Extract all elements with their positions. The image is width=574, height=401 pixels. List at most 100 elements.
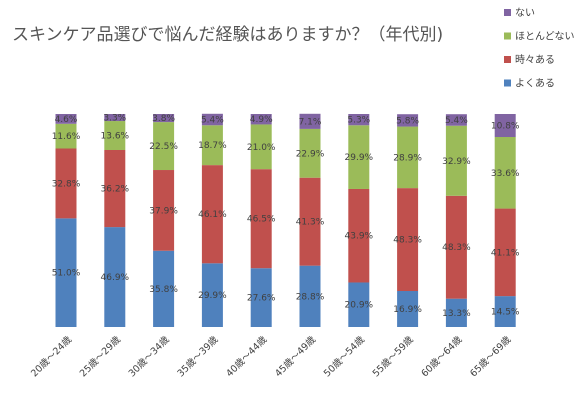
data-label: 32.9% bbox=[442, 157, 471, 167]
data-label: 27.6% bbox=[247, 294, 276, 304]
data-label: 48.3% bbox=[393, 236, 422, 246]
data-label: 41.1% bbox=[491, 248, 520, 258]
legend-label: ない bbox=[515, 7, 535, 19]
category-label: 55歳～59歳 bbox=[370, 333, 416, 379]
bar-column: 14.5% 41.1% 33.6% 10.8% bbox=[491, 114, 520, 327]
data-label: 14.5% bbox=[491, 308, 520, 318]
data-label: 35.8% bbox=[149, 285, 178, 295]
chart-title: スキンケア品選びで悩んだ経験はありますか？（年代別) bbox=[12, 25, 443, 45]
category-label: 30歳～34歳 bbox=[126, 333, 172, 379]
data-label: 28.8% bbox=[296, 292, 325, 302]
bar-segment bbox=[445, 114, 467, 126]
bar-segment bbox=[348, 188, 370, 283]
bar-segment bbox=[55, 123, 77, 149]
bar-segment bbox=[445, 125, 467, 196]
data-label: 46.5% bbox=[247, 215, 276, 225]
bar-segment bbox=[55, 148, 77, 219]
category-label: 25歳～29歳 bbox=[77, 333, 123, 379]
bar-segment bbox=[201, 113, 223, 126]
bar-segment bbox=[348, 114, 370, 126]
data-label: 28.9% bbox=[393, 153, 422, 163]
bar-segment bbox=[397, 188, 419, 292]
data-label: 3.8% bbox=[152, 114, 175, 124]
bar-segment bbox=[55, 114, 77, 124]
data-label: 22.5% bbox=[149, 142, 178, 152]
data-label: 5.4% bbox=[201, 116, 224, 126]
bar-segment bbox=[153, 114, 175, 123]
category-label: 50歳～54歳 bbox=[321, 333, 367, 379]
bar-column: 27.6% 46.5% 21.0% 4.9% bbox=[247, 114, 276, 327]
data-label: 43.9% bbox=[345, 232, 374, 242]
bar-segment bbox=[153, 122, 175, 171]
data-label: 10.8% bbox=[491, 122, 520, 132]
legend-item: ほとんどない bbox=[504, 31, 574, 43]
bar-segment bbox=[445, 195, 467, 299]
data-label: 13.3% bbox=[442, 309, 471, 319]
bar-segment bbox=[299, 177, 321, 266]
bar-segment bbox=[299, 113, 321, 129]
data-label: 29.9% bbox=[345, 153, 374, 163]
category-label: 40歳～44歳 bbox=[224, 333, 270, 379]
bar-segment bbox=[104, 121, 126, 150]
legend-swatch bbox=[504, 56, 511, 63]
legend-swatch bbox=[504, 32, 511, 40]
bar-column: 28.8% 41.3% 22.9% 7.1% bbox=[296, 113, 325, 327]
bar-segment bbox=[104, 227, 126, 327]
bar-segment bbox=[397, 291, 419, 327]
data-label: 29.9% bbox=[198, 291, 227, 301]
bar-column: 35.8% 37.9% 22.5% 3.8% bbox=[149, 114, 178, 327]
bars: 51.0% 32.8% 11.6% 4.6% 46.9% 36.2% 13.6% 3.3% 35… bbox=[52, 114, 520, 327]
category-labels: 20歳～24歳 25歳～29歳 30歳～34歳 35歳～39歳 40歳～44歳 45歳～4… bbox=[28, 333, 513, 379]
data-label: 13.6% bbox=[101, 132, 130, 142]
bar-segment bbox=[201, 165, 223, 264]
bar-segment bbox=[104, 114, 126, 122]
data-label: 37.9% bbox=[149, 206, 178, 216]
bar-segment bbox=[494, 137, 516, 209]
bar-segment bbox=[397, 126, 419, 189]
data-label: 11.6% bbox=[52, 132, 81, 142]
data-label: 36.2% bbox=[101, 185, 130, 195]
data-label: 48.3% bbox=[442, 243, 471, 253]
bar-segment bbox=[201, 263, 223, 327]
bar-segment bbox=[104, 149, 126, 228]
data-label: 22.9% bbox=[296, 149, 325, 159]
data-label: 21.0% bbox=[247, 143, 276, 153]
data-label: 41.3% bbox=[296, 218, 325, 228]
data-label: 5.8% bbox=[396, 116, 419, 126]
data-label: 5.3% bbox=[347, 116, 370, 126]
bar-segment bbox=[201, 125, 223, 166]
category-label: 20歳～24歳 bbox=[28, 333, 74, 379]
bar-segment bbox=[494, 114, 516, 138]
category-label: 45歳～49歳 bbox=[272, 333, 318, 379]
category-label: 60歳～64歳 bbox=[419, 333, 465, 379]
bar-segment bbox=[348, 282, 370, 327]
bar-segment bbox=[250, 124, 272, 170]
data-label: 20.9% bbox=[345, 301, 374, 311]
bar-segment bbox=[153, 250, 175, 327]
data-label: 51.0% bbox=[52, 269, 81, 279]
legend-item: 時々ある bbox=[504, 54, 555, 66]
data-label: 32.8% bbox=[52, 179, 81, 189]
legend-swatch bbox=[504, 9, 511, 16]
data-label: 46.1% bbox=[198, 210, 227, 220]
bar-column: 51.0% 32.8% 11.6% 4.6% bbox=[52, 114, 81, 327]
bar-segment bbox=[494, 296, 516, 327]
legend-item: よくある bbox=[504, 78, 555, 90]
legend-label: 時々ある bbox=[515, 54, 555, 66]
bar-column: 13.3% 48.3% 32.9% 5.4% bbox=[442, 114, 471, 327]
bar-segment bbox=[250, 114, 272, 125]
data-label: 33.6% bbox=[491, 169, 520, 179]
category-label: 65歳～69歳 bbox=[468, 333, 514, 379]
legend-label: ほとんどない bbox=[515, 31, 574, 43]
data-label: 7.1% bbox=[299, 117, 322, 127]
bar-segment bbox=[494, 208, 516, 297]
bar-segment bbox=[445, 298, 467, 327]
bar-segment bbox=[348, 125, 370, 189]
bar-column: 16.9% 48.3% 28.9% 5.8% bbox=[393, 114, 422, 327]
category-label: 35歳～39歳 bbox=[175, 333, 221, 379]
bar-segment bbox=[153, 170, 175, 251]
data-label: 4.9% bbox=[250, 115, 273, 125]
data-label: 46.9% bbox=[101, 273, 130, 283]
